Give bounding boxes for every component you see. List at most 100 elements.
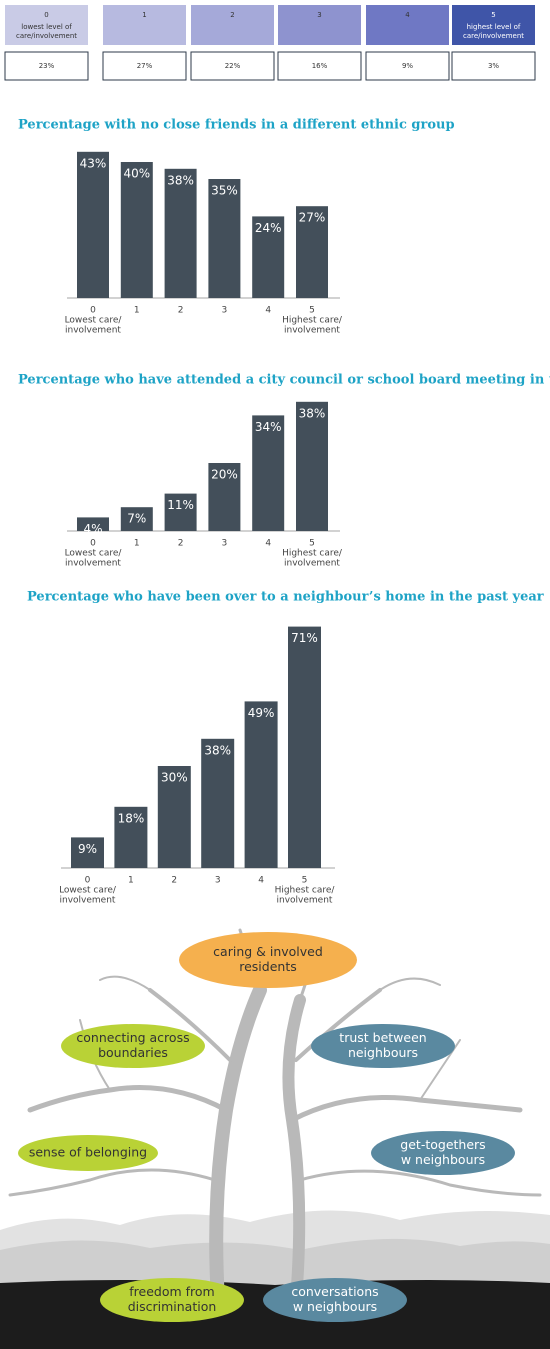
tree-bubble: [61, 1024, 205, 1068]
value-label: 18%: [118, 811, 145, 825]
scale-cell: [278, 5, 361, 45]
x-note: Highest care/: [282, 549, 343, 559]
value-label: 71%: [291, 631, 318, 645]
x-tick-label: 2: [178, 306, 184, 316]
x-tick-label: 1: [134, 539, 140, 549]
value-label: 38%: [204, 743, 231, 757]
x-tick-label: 4: [258, 876, 264, 886]
bar: [71, 837, 104, 868]
value-cell: [190, 51, 275, 81]
value-text: 16%: [312, 62, 328, 70]
x-note: involvement: [284, 559, 340, 569]
scale-cell: [366, 5, 449, 45]
tree-label: conversations: [291, 1284, 378, 1299]
bar: [208, 179, 241, 298]
tree-label: discrimination: [128, 1299, 217, 1314]
value-label: 49%: [248, 706, 275, 720]
bar: [252, 216, 285, 298]
x-note: Lowest care/: [65, 316, 123, 326]
bar: [208, 463, 241, 531]
scale-cell: [5, 5, 88, 45]
value-label: 9%: [78, 842, 97, 856]
scale-cell: [452, 5, 535, 45]
bar: [120, 162, 153, 298]
x-tick-label: 2: [178, 539, 184, 549]
value-label: 4%: [83, 522, 102, 536]
x-note: Highest care/: [275, 886, 336, 896]
tree-label: neighbours: [348, 1045, 418, 1060]
value-text: 9%: [402, 62, 413, 70]
value-text: 27%: [137, 62, 153, 70]
bar: [201, 738, 235, 868]
x-tick-label: 1: [128, 876, 134, 886]
value-text: 3%: [488, 62, 499, 70]
tree-bubble: [100, 1278, 244, 1322]
tree-label: trust between: [339, 1030, 426, 1045]
tree-bubble: [371, 1131, 515, 1175]
tree-label: w neighbours: [293, 1299, 377, 1314]
x-note: involvement: [277, 896, 333, 906]
value-label: 40%: [123, 167, 150, 181]
bar: [114, 806, 148, 868]
x-note: Lowest care/: [65, 549, 123, 559]
x-tick-label: 0: [85, 876, 91, 886]
scale-cell: [103, 5, 186, 45]
tree-label: w neighbours: [401, 1152, 485, 1167]
x-note: Highest care/: [282, 316, 343, 326]
tree-label: sense of belonging: [29, 1145, 147, 1160]
tree-label: caring & involved: [213, 944, 323, 959]
scale-level: 1: [142, 11, 146, 19]
bar: [288, 626, 321, 868]
tree-bubble: [179, 932, 357, 988]
bar: [296, 401, 328, 531]
value-cell: [365, 51, 450, 81]
x-note: involvement: [65, 326, 121, 336]
x-note: Lowest care/: [59, 886, 117, 896]
bar: [77, 151, 109, 298]
tree-label: freedom from: [129, 1284, 214, 1299]
chart-title: Percentage who have attended a city coun…: [18, 373, 550, 388]
value-cell: [102, 51, 187, 81]
tree-label: residents: [239, 959, 297, 974]
scale-level: 5: [491, 11, 495, 19]
chart-title: Percentage who have been over to a neigh…: [27, 590, 544, 605]
x-note: involvement: [60, 896, 116, 906]
x-tick-label: 3: [222, 306, 228, 316]
scale-cell: [191, 5, 274, 45]
value-label: 7%: [127, 512, 146, 526]
bar: [164, 168, 197, 298]
bar: [77, 517, 109, 531]
x-note: involvement: [65, 559, 121, 569]
scale-note: lowest level of: [21, 23, 72, 31]
tree-bubble: [18, 1135, 158, 1171]
scale-note: care/involvement: [16, 32, 77, 40]
value-label: 35%: [211, 184, 238, 198]
scale-note: care/involvement: [463, 32, 524, 40]
x-tick-label: 3: [215, 876, 221, 886]
value-label: 34%: [255, 420, 282, 434]
x-tick-label: 4: [265, 306, 271, 316]
value-label: 27%: [299, 211, 326, 225]
value-label: 38%: [167, 173, 194, 187]
bar: [252, 415, 285, 531]
tree-bubble: [311, 1024, 455, 1068]
tree-label: get-togethers: [400, 1137, 485, 1152]
x-tick-label: 5: [309, 539, 315, 549]
x-note: involvement: [284, 326, 340, 336]
tree-label: connecting across: [76, 1030, 189, 1045]
bar: [120, 507, 153, 531]
value-text: 22%: [225, 62, 241, 70]
x-tick-label: 2: [171, 876, 177, 886]
value-label: 43%: [80, 156, 107, 170]
value-label: 20%: [211, 468, 238, 482]
value-label: 38%: [299, 406, 326, 420]
tree-label: boundaries: [98, 1045, 168, 1060]
x-tick-label: 5: [309, 306, 315, 316]
bar: [296, 206, 328, 298]
scale-note: highest level of: [467, 23, 521, 31]
x-tick-label: 0: [90, 306, 96, 316]
bar: [164, 493, 197, 531]
scale-level: 0: [44, 11, 48, 19]
value-label: 24%: [255, 221, 282, 235]
bar: [244, 701, 278, 868]
